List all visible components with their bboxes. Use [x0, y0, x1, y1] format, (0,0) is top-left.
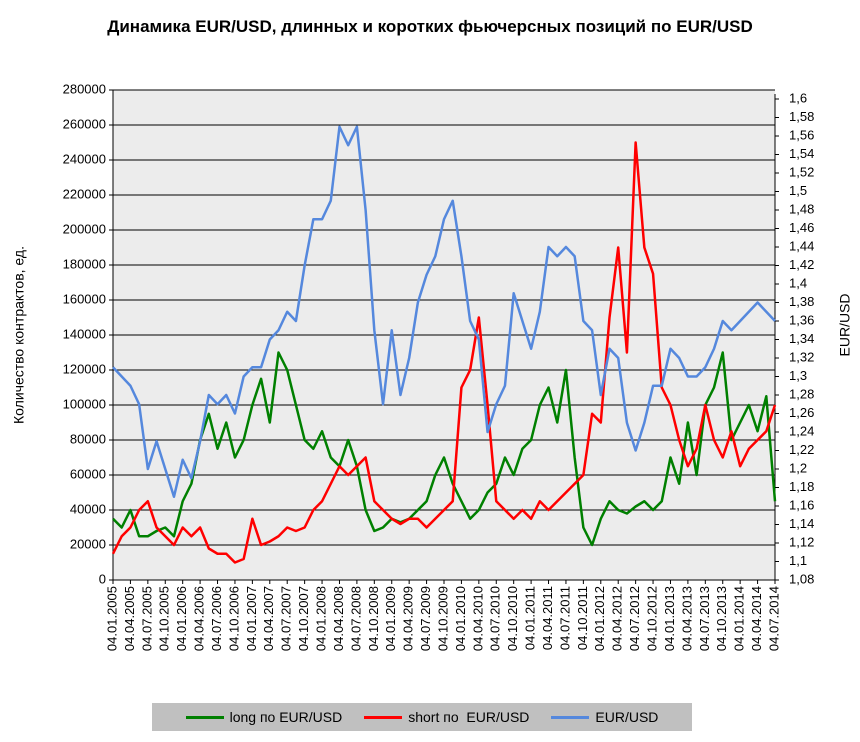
y-tick-label: 140000	[63, 326, 106, 341]
y2-tick-label: 1,16	[789, 497, 814, 512]
x-tick-label: 04.04.2006	[192, 586, 207, 651]
chart-title: Динамика EUR/USD, длинных и коротких фью…	[107, 17, 753, 36]
x-tick-label: 04.07.2006	[209, 586, 224, 651]
series-line	[112, 125, 776, 498]
legend-label: long по EUR/USD	[229, 709, 343, 725]
legend-swatch	[551, 715, 590, 719]
x-tick-label: 04.01.2010	[453, 586, 468, 651]
x-tick-label: 04.10.2012	[644, 586, 659, 651]
x-tick-label: 04.10.2011	[575, 586, 590, 650]
chart: Количество контрактов, ед. EUR/USD 0 2000…	[11, 81, 853, 651]
y-tick-label: 80000	[70, 431, 106, 446]
x-tick-label: 04.04.2012	[610, 586, 625, 651]
y2-tick-label: 1,56	[789, 127, 814, 142]
y-tick-label: 60000	[70, 466, 106, 481]
y2-tick-label: 1,2	[789, 460, 807, 475]
x-tick-label: 04.10.2006	[226, 586, 241, 651]
x-tick-label: 04.04.2013	[679, 586, 694, 651]
y-tick-label: 200000	[63, 221, 106, 236]
legend-item: short по EUR/USD	[364, 709, 529, 725]
y2-tick-label: 1,38	[789, 294, 814, 309]
y-tick-label: 0	[99, 571, 106, 586]
x-tick-label: 04.07.2014	[766, 586, 781, 651]
x-tick-label: 04.01.2014	[732, 586, 747, 651]
y2-tick-label: 1,42	[789, 257, 814, 272]
x-tick-label: 04.10.2005	[157, 586, 172, 651]
x-tick-label: 04.01.2005	[104, 586, 119, 651]
y2-tick-label: 1,34	[789, 331, 814, 346]
y2-tick-label: 1,52	[789, 164, 814, 179]
x-tick-label: 04.01.2012	[592, 586, 607, 651]
x-tick-label: 04.07.2005	[139, 586, 154, 651]
x-tick-label: 04.04.2010	[470, 586, 485, 651]
y2-tick-label: 1,5	[789, 183, 807, 198]
y2-tick-label: 1,12	[789, 534, 814, 549]
y2-tick-label: 1,22	[789, 442, 814, 457]
x-tick-label: 04.04.2007	[261, 586, 276, 651]
y2-tick-label: 1,28	[789, 386, 814, 401]
y-tick-label: 40000	[70, 501, 106, 516]
y2-tick-label: 1,58	[789, 109, 814, 124]
y2-tick-label: 1,6	[789, 90, 807, 105]
x-tick-label: 04.01.2013	[662, 586, 677, 651]
x-tick-label: 04.07.2008	[348, 586, 363, 651]
x-tick-label: 04.07.2007	[279, 586, 294, 651]
x-tick-label: 04.01.2008	[313, 586, 328, 651]
x-tick-label: 04.04.2008	[331, 586, 346, 651]
y-tick-label: 120000	[63, 361, 106, 376]
y2-tick-label: 1,4	[789, 275, 807, 290]
x-tick-label: 04.04.2005	[122, 586, 137, 651]
x-tick-label: 04.01.2009	[383, 586, 398, 651]
legend: long по EUR/USD short по EUR/USD EUR/USD	[152, 703, 692, 731]
y2-tick-label: 1,18	[789, 479, 814, 494]
legend-item: long по EUR/USD	[185, 709, 343, 725]
x-tick-label: 04.10.2013	[714, 586, 729, 651]
legend-swatch	[185, 715, 224, 719]
x-tick-label: 04.01.2011	[523, 586, 538, 650]
y2-tick-label: 1,46	[789, 220, 814, 235]
y-tick-label: 260000	[63, 116, 106, 131]
y2-tick-label: 1,3	[789, 368, 807, 383]
y2-tick-label: 1,36	[789, 312, 814, 327]
y2-axis-title: EUR/USD	[837, 293, 853, 356]
y2-tick-label: 1,08	[789, 571, 814, 586]
y-tick-label: 240000	[63, 151, 106, 166]
y-tick-label: 100000	[63, 396, 106, 411]
legend-label: EUR/USD	[595, 709, 659, 725]
legend-swatch	[364, 715, 403, 719]
x-tick-label: 04.04.2009	[401, 586, 416, 651]
x-tick-label: 04.10.2009	[435, 586, 450, 651]
y2-tick-label: 1,44	[789, 238, 814, 253]
y2-tick-label: 1,26	[789, 405, 814, 420]
y-tick-label: 220000	[63, 186, 106, 201]
series-line	[111, 141, 777, 564]
x-tick-label: 04.10.2008	[366, 586, 381, 651]
x-tick-label: 04.07.2012	[627, 586, 642, 651]
x-tick-label: 04.01.2006	[174, 586, 189, 651]
series-line	[112, 351, 777, 547]
y-tick-label: 280000	[63, 81, 106, 96]
legend-label: short по EUR/USD	[408, 709, 530, 725]
x-tick-label: 04.10.2010	[505, 586, 520, 651]
y2-tick-label: 1,24	[789, 423, 814, 438]
y-tick-label: 20000	[70, 536, 106, 551]
y-axis-title: Количество контрактов, ед.	[11, 246, 27, 424]
x-tick-label: 04.07.2010	[488, 586, 503, 651]
y2-tick-label: 1,54	[789, 146, 814, 161]
x-tick-label: 04.04.2011	[540, 586, 555, 650]
x-tick-label: 04.07.2011	[557, 586, 572, 650]
y-tick-label: 180000	[63, 256, 106, 271]
y2-tick-label: 1,14	[789, 516, 814, 531]
x-tick-label: 04.07.2009	[418, 586, 433, 651]
x-tick-label: 04.07.2013	[697, 586, 712, 651]
y2-tick-label: 1,1	[789, 553, 807, 568]
x-tick-label: 04.01.2007	[244, 586, 259, 651]
y-tick-label: 160000	[63, 291, 106, 306]
legend-item: EUR/USD	[551, 709, 658, 725]
x-tick-label: 04.04.2014	[749, 586, 764, 651]
y2-tick-label: 1,32	[789, 349, 814, 364]
x-tick-label: 04.10.2007	[296, 586, 311, 651]
y2-tick-label: 1,48	[789, 201, 814, 216]
